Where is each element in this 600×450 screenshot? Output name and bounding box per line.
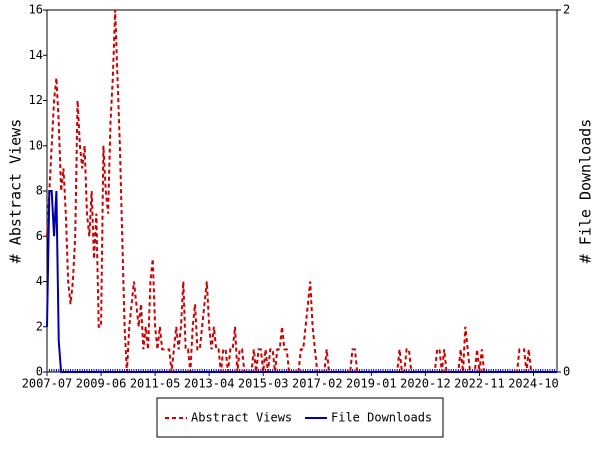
x-tick-label: 2024-10 (508, 377, 559, 391)
x-tick-label: 2009-06 (76, 377, 127, 391)
y-tick-label: 6 (36, 229, 43, 243)
y-tick-label: 12 (29, 93, 43, 107)
y2-tick-label: 2 (563, 3, 570, 17)
y-tick-label: 0 (36, 365, 43, 379)
x-tick-label: 2015-03 (238, 377, 289, 391)
x-tick-label: 2011-05 (130, 377, 181, 391)
x-tick-label: 2017-02 (292, 377, 343, 391)
legend-label: File Downloads (331, 411, 432, 425)
series-line (46, 190, 557, 373)
y-tick-label: 10 (29, 138, 43, 152)
y-tick-label: 4 (36, 274, 43, 288)
y2-axis-label: # File Downloads (577, 119, 595, 264)
plot-frame (46, 9, 558, 373)
y-tick-label: 2 (36, 319, 43, 333)
y-tick-label: 14 (29, 48, 43, 62)
y-tick-label: 16 (29, 3, 43, 17)
y-tick-label: 8 (36, 184, 43, 198)
y2-tick-label: 0 (563, 365, 570, 379)
x-tick-label: 2007-07 (22, 377, 73, 391)
legend-box (156, 397, 444, 438)
y-axis-label: # Abstract Views (7, 119, 25, 264)
x-tick-label: 2020-12 (400, 377, 451, 391)
x-tick-label: 2013-04 (184, 377, 235, 391)
x-tick-label: 2019-01 (346, 377, 397, 391)
x-tick-label: 2022-11 (454, 377, 505, 391)
legend-label: Abstract Views (191, 411, 292, 425)
